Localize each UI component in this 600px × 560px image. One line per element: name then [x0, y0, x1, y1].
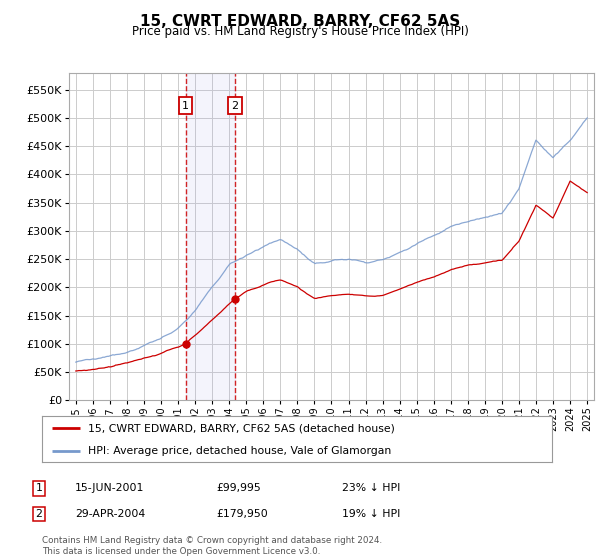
Text: 19% ↓ HPI: 19% ↓ HPI [342, 509, 400, 519]
Text: 15, CWRT EDWARD, BARRY, CF62 5AS (detached house): 15, CWRT EDWARD, BARRY, CF62 5AS (detach… [88, 424, 395, 434]
Text: 1: 1 [35, 483, 43, 493]
Bar [186, 73, 235, 400]
Text: Contains HM Land Registry data © Crown copyright and database right 2024.
This d: Contains HM Land Registry data © Crown c… [42, 536, 382, 556]
Text: 2: 2 [231, 101, 238, 110]
Text: HPI: Average price, detached house, Vale of Glamorgan: HPI: Average price, detached house, Vale… [88, 446, 391, 456]
Text: Price paid vs. HM Land Registry's House Price Index (HPI): Price paid vs. HM Land Registry's House … [131, 25, 469, 38]
Text: 2: 2 [35, 509, 43, 519]
Text: 15, CWRT EDWARD, BARRY, CF62 5AS: 15, CWRT EDWARD, BARRY, CF62 5AS [140, 14, 460, 29]
Text: £99,995: £99,995 [216, 483, 261, 493]
Text: £179,950: £179,950 [216, 509, 268, 519]
Text: 1: 1 [182, 101, 189, 110]
Text: 15-JUN-2001: 15-JUN-2001 [75, 483, 145, 493]
Text: 23% ↓ HPI: 23% ↓ HPI [342, 483, 400, 493]
Text: 29-APR-2004: 29-APR-2004 [75, 509, 145, 519]
